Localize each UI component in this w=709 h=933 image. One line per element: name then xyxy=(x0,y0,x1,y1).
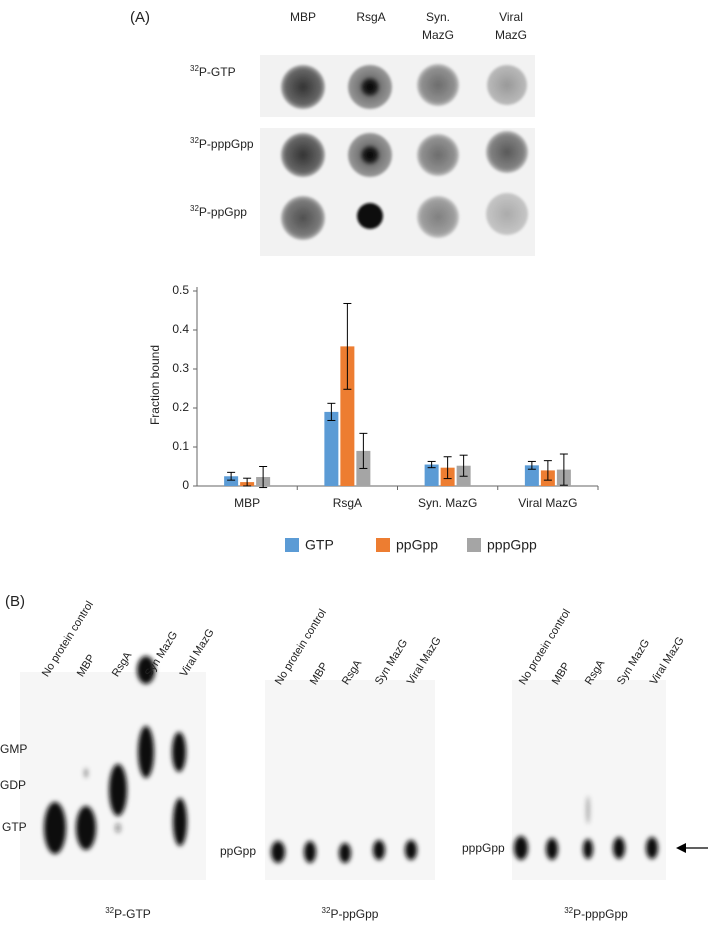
x-tick-label: Viral MazG xyxy=(518,496,577,510)
spot-label: GMP xyxy=(0,742,27,756)
panel-label: (B) xyxy=(5,593,25,610)
legend-label: ppGpp xyxy=(396,537,438,553)
panel-label: (A) xyxy=(130,9,150,26)
error-bar xyxy=(227,471,236,481)
y-tick-label: 0.5 xyxy=(172,283,189,297)
column-header: MazG xyxy=(495,28,527,42)
error-bar xyxy=(243,477,252,487)
column-header: Syn. xyxy=(426,10,450,24)
spot-label: ppGpp xyxy=(220,844,256,858)
superscript: 32 xyxy=(190,204,199,213)
row-text: P-GTP xyxy=(199,65,236,79)
caption-text: P-ppGpp xyxy=(330,907,378,921)
row-text: P-ppGpp xyxy=(199,205,247,219)
lane-label: Viral MazG xyxy=(178,627,217,679)
error-bar xyxy=(427,460,436,469)
lane-label: Syn MazG xyxy=(143,629,180,679)
spot-label: GTP xyxy=(2,820,27,834)
x-tick-label: Syn. MazG xyxy=(418,496,477,510)
lane-label: Viral MazG xyxy=(648,635,687,687)
y-tick-label: 0.3 xyxy=(172,361,189,375)
superscript: 32 xyxy=(190,64,199,73)
column-header: MazG xyxy=(422,28,454,42)
y-axis-label: Fraction bound xyxy=(148,345,162,425)
error-bar xyxy=(359,432,368,469)
tlc-spots xyxy=(44,656,658,863)
row-label: 32P-GTP xyxy=(190,64,236,79)
column-header: RsgA xyxy=(356,10,385,24)
error-bar xyxy=(527,460,536,470)
bar xyxy=(224,476,239,486)
spot-label: pppGpp xyxy=(462,841,505,855)
dot-blots xyxy=(281,64,528,240)
legend-swatch xyxy=(376,538,390,552)
column-header: MBP xyxy=(290,10,316,24)
superscript: 32 xyxy=(322,906,331,915)
plate-caption: 32P-ppGpp xyxy=(322,906,379,921)
arrow-head xyxy=(676,843,686,853)
error-bar xyxy=(543,460,552,481)
x-tick-label: MBP xyxy=(234,496,260,510)
column-header: Viral xyxy=(499,10,523,24)
caption-text: P-GTP xyxy=(114,907,151,921)
y-tick-label: 0.2 xyxy=(172,400,189,414)
row-label: 32P-pppGpp xyxy=(190,136,254,151)
spot-label: GDP xyxy=(0,778,26,792)
bar xyxy=(340,346,355,486)
row-text: P-pppGpp xyxy=(199,137,254,151)
superscript: 32 xyxy=(190,136,199,145)
plate-caption: 32P-GTP xyxy=(105,906,151,921)
caption-text: P-pppGpp xyxy=(573,907,628,921)
row-label: 32P-ppGpp xyxy=(190,204,247,219)
error-bar xyxy=(459,454,468,477)
error-bar xyxy=(259,466,268,489)
legend-swatch xyxy=(285,538,299,552)
legend-label: GTP xyxy=(305,537,334,553)
error-bar xyxy=(343,302,352,390)
bar xyxy=(524,465,539,486)
superscript: 32 xyxy=(564,906,573,915)
y-tick-label: 0 xyxy=(182,478,189,492)
legend-label: pppGpp xyxy=(487,537,537,553)
superscript: 32 xyxy=(105,906,114,915)
plate-caption: 32P-pppGpp xyxy=(564,906,628,921)
x-tick-label: RsgA xyxy=(333,496,362,510)
lane-label: Syn MazG xyxy=(615,637,652,687)
y-tick-label: 0.1 xyxy=(172,439,189,453)
y-tick-label: 0.4 xyxy=(172,322,189,336)
legend-swatch xyxy=(467,538,481,552)
error-bar xyxy=(443,456,452,480)
error-bar xyxy=(559,453,568,486)
lane-label: Viral MazG xyxy=(405,635,444,687)
bar xyxy=(424,464,439,486)
error-bar xyxy=(327,402,336,421)
bar xyxy=(324,411,339,486)
